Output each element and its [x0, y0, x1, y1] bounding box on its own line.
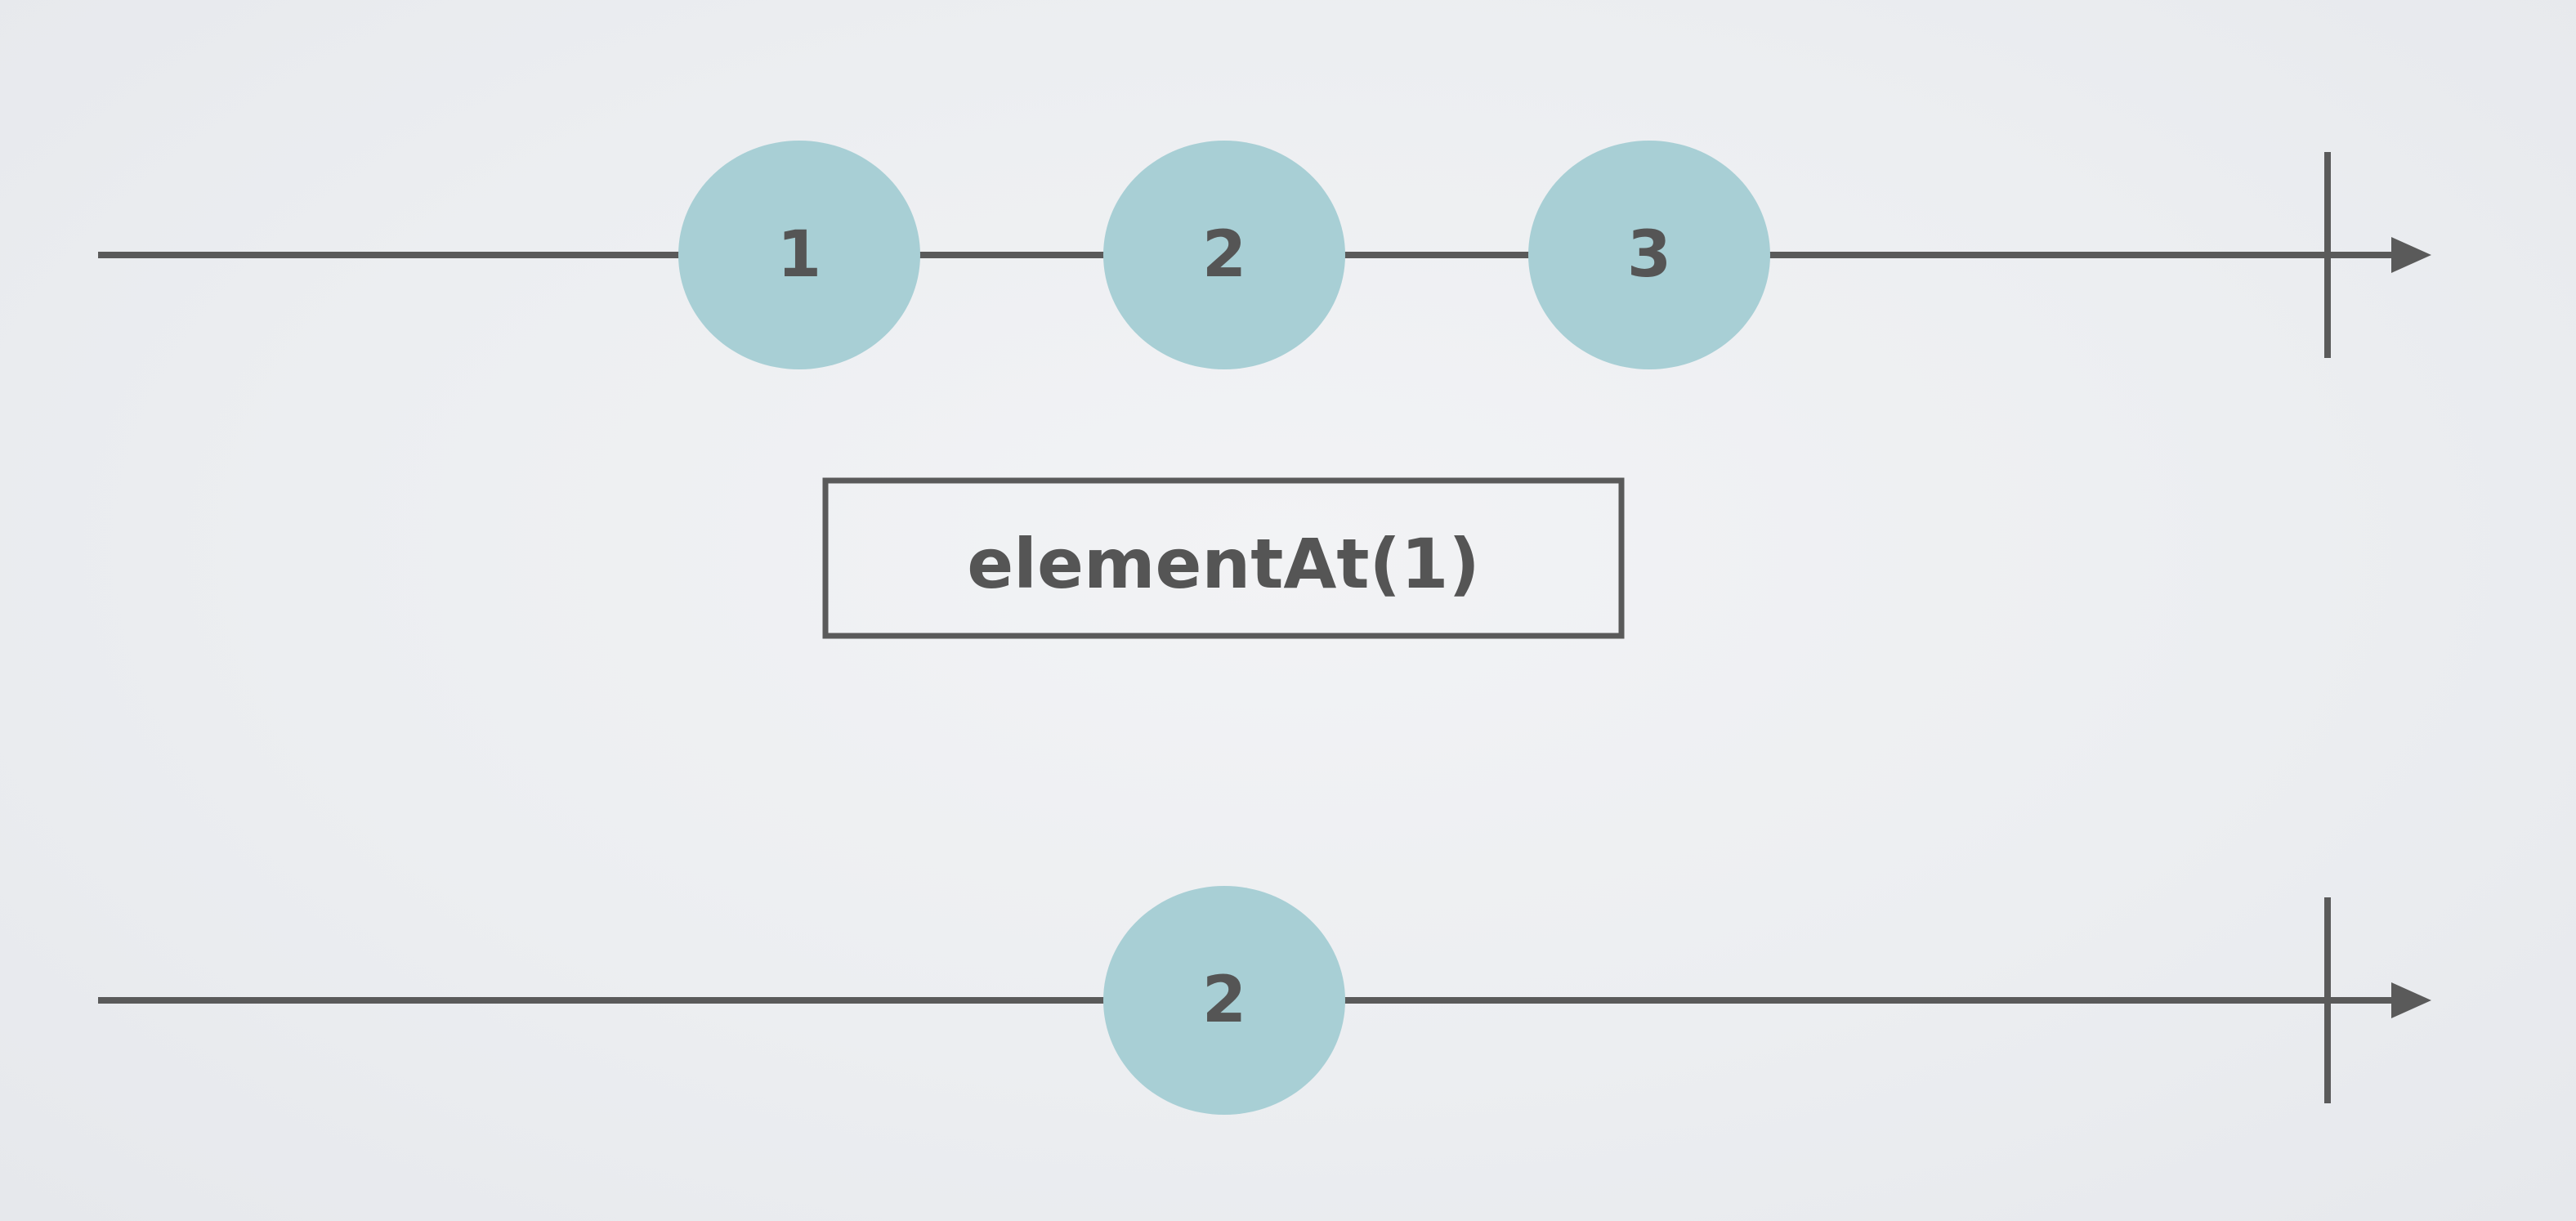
operator-label: elementAt(1): [967, 524, 1480, 604]
source-marble-3-circle: [1528, 141, 1770, 369]
result-timeline-arrowhead: [2391, 982, 2431, 1018]
source-timeline-arrowhead: [2391, 237, 2431, 273]
result-marble-2-circle: [1103, 886, 1345, 1115]
source-marble-2-label: 2: [1202, 218, 1246, 292]
source-timeline: 1 2 3: [98, 141, 2431, 369]
result-timeline: 2: [98, 886, 2431, 1115]
result-marble-2: 2: [1103, 886, 1345, 1115]
source-marble-3-label: 3: [1627, 218, 1671, 292]
source-marble-1-circle: [678, 141, 920, 369]
operator-box: elementAt(1): [822, 477, 1625, 639]
source-marble-1-label: 1: [777, 218, 821, 292]
source-marble-1: 1: [678, 141, 920, 369]
source-marble-3: 3: [1528, 141, 1770, 369]
source-marble-2-circle: [1103, 141, 1345, 369]
operator-box-border: [822, 477, 1625, 639]
source-marble-2: 2: [1103, 141, 1345, 369]
result-marble-2-label: 2: [1202, 964, 1246, 1037]
